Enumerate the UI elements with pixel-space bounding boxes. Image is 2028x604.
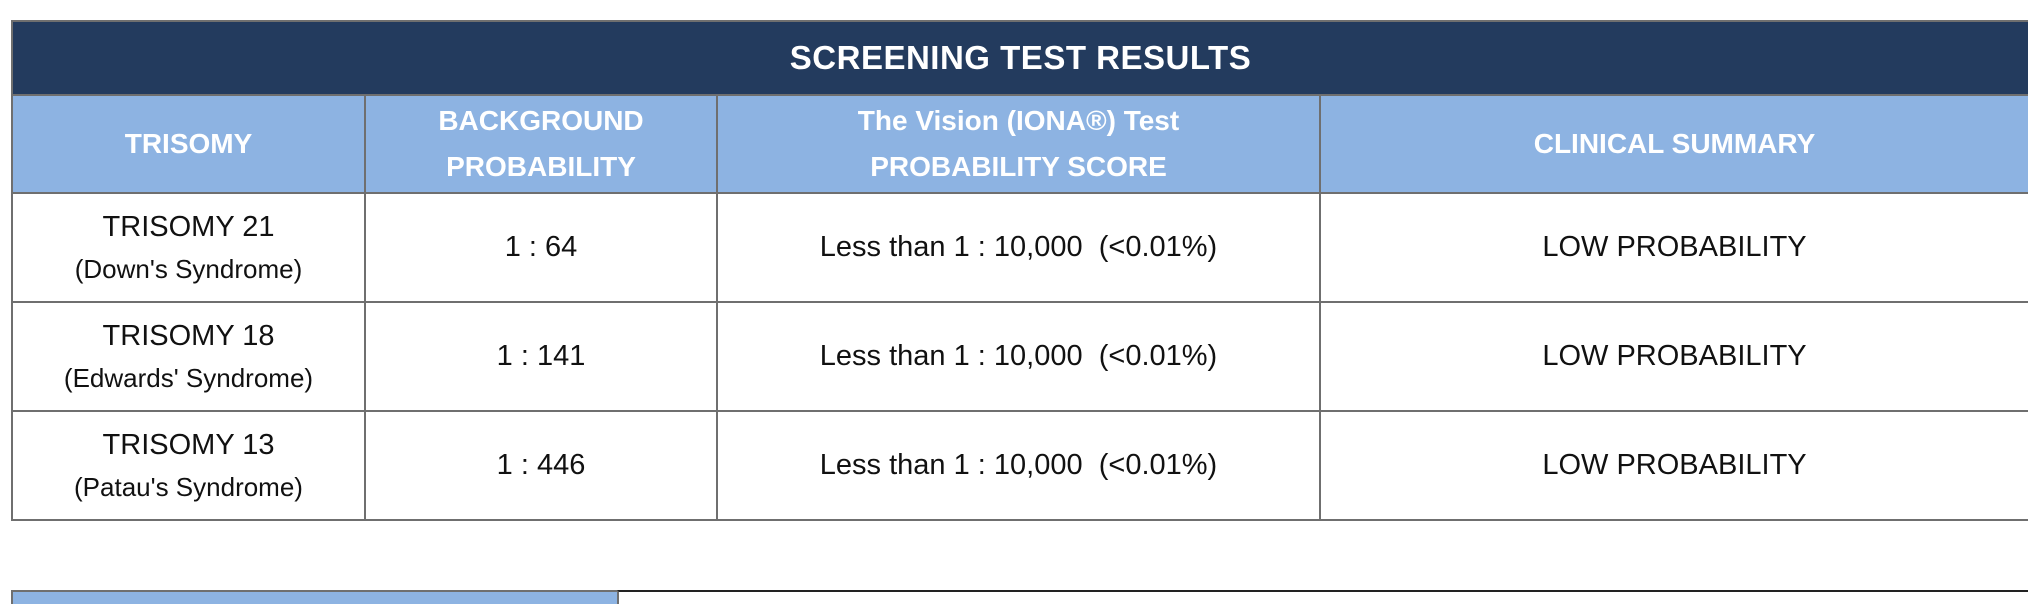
syndrome-name: (Edwards' Syndrome) <box>63 362 314 393</box>
next-table-cell-fragment <box>617 590 2028 604</box>
syndrome-name: (Patau's Syndrome) <box>74 471 303 502</box>
trisomy-name: TRISOMY 21 <box>102 210 275 243</box>
syndrome-name: (Down's Syndrome) <box>74 253 303 284</box>
background-probability-cell: 1 : 64 <box>364 192 718 303</box>
table-row: TRISOMY 18 (Edwards' Syndrome) 1 : 141 L… <box>11 301 2028 412</box>
probability-score-cell: Less than 1 : 10,000 (<0.01%) <box>716 301 1321 412</box>
header-probability-score: The Vision (IONA®) Test PROBABILITY SCOR… <box>716 94 1321 194</box>
probability-score-cell: Less than 1 : 10,000 (<0.01%) <box>716 192 1321 303</box>
header-score-line1: The Vision (IONA®) Test <box>857 105 1180 136</box>
header-row: TRISOMY BACKGROUND PROBABILITY The Visio… <box>11 94 2028 194</box>
trisomy-cell: TRISOMY 18 (Edwards' Syndrome) <box>11 301 366 412</box>
background-probability-cell: 1 : 446 <box>364 410 718 521</box>
trisomy-cell: TRISOMY 13 (Patau's Syndrome) <box>11 410 366 521</box>
trisomy-name: TRISOMY 13 <box>102 428 275 461</box>
background-probability-cell: 1 : 141 <box>364 301 718 412</box>
header-background-line1: BACKGROUND <box>438 105 644 136</box>
table-row: TRISOMY 13 (Patau's Syndrome) 1 : 446 Le… <box>11 410 2028 521</box>
table-row: TRISOMY 21 (Down's Syndrome) 1 : 64 Less… <box>11 192 2028 303</box>
table-title: SCREENING TEST RESULTS <box>11 20 2028 96</box>
header-background-line2: PROBABILITY <box>446 151 636 182</box>
clinical-summary-cell: LOW PROBABILITY <box>1319 192 2028 303</box>
header-score-line2: PROBABILITY SCORE <box>870 151 1167 182</box>
probability-score-cell: Less than 1 : 10,000 (<0.01%) <box>716 410 1321 521</box>
header-clinical-summary: CLINICAL SUMMARY <box>1319 94 2028 194</box>
trisomy-cell: TRISOMY 21 (Down's Syndrome) <box>11 192 366 303</box>
clinical-summary-cell: LOW PROBABILITY <box>1319 301 2028 412</box>
next-table-header-fragment <box>11 590 619 604</box>
header-background-probability: BACKGROUND PROBABILITY <box>364 94 718 194</box>
header-trisomy: TRISOMY <box>11 94 366 194</box>
screening-results-table: SCREENING TEST RESULTS TRISOMY BACKGROUN… <box>11 20 2028 521</box>
title-row: SCREENING TEST RESULTS <box>11 20 2028 96</box>
clinical-summary-cell: LOW PROBABILITY <box>1319 410 2028 521</box>
trisomy-name: TRISOMY 18 <box>102 319 275 352</box>
